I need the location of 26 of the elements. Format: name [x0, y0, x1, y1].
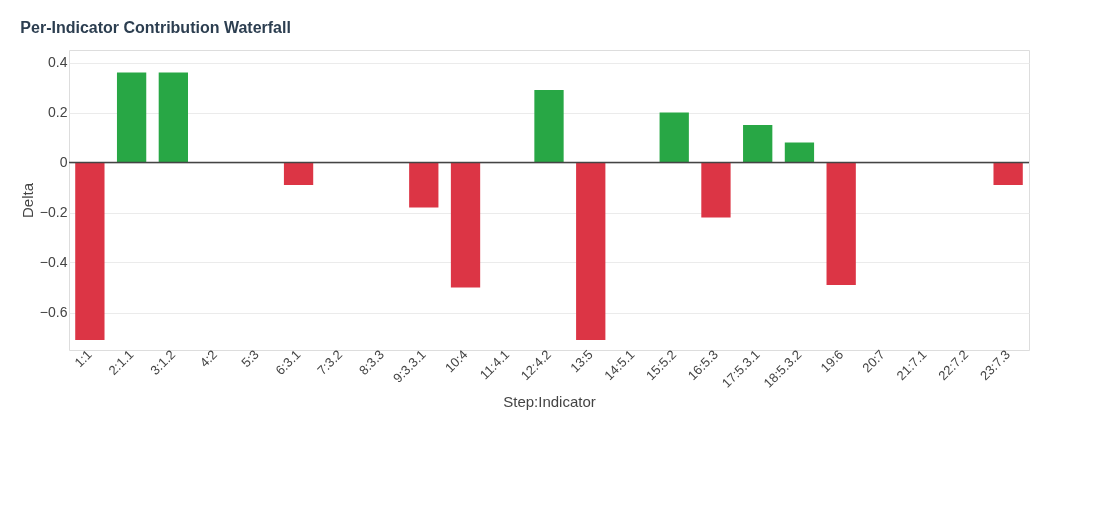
bar: [450, 162, 481, 288]
bar: [158, 72, 188, 163]
y-tick-label: −0.6: [39, 304, 68, 320]
x-tick-label: 1:1: [71, 346, 95, 371]
bar: [283, 162, 314, 185]
x-axis-title: Step:Indicator: [503, 392, 596, 410]
chart-title: Per-Indicator Contribution Waterfall: [20, 19, 291, 36]
bar: [701, 162, 731, 218]
y-tick-label: −0.2: [39, 204, 68, 220]
y-axis-title: Delta: [18, 182, 36, 219]
bar: [116, 72, 147, 163]
x-tick-label: 4:2: [196, 346, 221, 371]
bar: [826, 162, 856, 285]
bar: [75, 162, 105, 340]
bar: [409, 162, 439, 208]
bar: [784, 142, 815, 163]
bar: [659, 112, 689, 163]
y-tick-label: −0.4: [39, 254, 68, 270]
bar: [576, 162, 606, 340]
bar: [993, 162, 1023, 185]
y-tick-label: 0.4: [48, 54, 68, 70]
x-tick-label: 5:3: [238, 346, 262, 371]
y-tick-label: 0.2: [48, 104, 68, 120]
y-tick-label: 0: [59, 154, 68, 170]
bar: [743, 125, 773, 163]
bar: [534, 90, 564, 163]
